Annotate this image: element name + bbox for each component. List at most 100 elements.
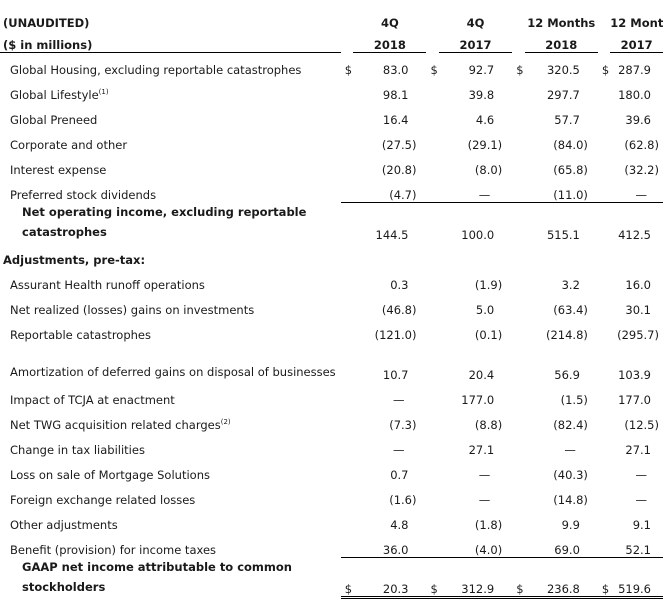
currency-symbol: $: [430, 63, 438, 77]
value-cell: (12.5): [624, 418, 659, 432]
value-cell: —: [478, 468, 491, 482]
currency-symbol: [341, 507, 353, 532]
table-row: Reportable catastrophes (121.0) (0.1) (214.…: [0, 317, 663, 342]
value-cell: (214.8): [545, 328, 588, 342]
row-label-text: Benefit (provision) for income taxes: [10, 543, 217, 557]
value-cell: 39.8: [468, 88, 495, 102]
column-header: 2018: [353, 30, 427, 53]
value-cell: —: [438, 177, 513, 203]
row-label-text: Reportable catastrophes: [10, 328, 151, 342]
table-row: Net TWG acquisition related charges(2) (7…: [0, 407, 663, 432]
value-cell: (0.1): [474, 328, 503, 342]
value-cell: (8.8): [474, 418, 503, 432]
total-label: GAAP net income attributable to common s…: [22, 560, 292, 594]
value-cell: 30.1: [625, 303, 651, 317]
currency-symbol: [341, 482, 353, 507]
value-cell: (63.4): [553, 303, 588, 317]
currency-symbol: [512, 342, 524, 382]
row-label: Global Housing, excluding reportable cat…: [0, 52, 341, 77]
currency-symbol: [341, 267, 353, 292]
currency-symbol: [598, 317, 610, 342]
row-label: Assurant Health runoff operations: [0, 267, 341, 292]
value-cell: 27.1: [625, 443, 651, 457]
header-spacer: [598, 30, 610, 52]
currency-symbol: [426, 457, 438, 482]
header-spacer: [598, 5, 610, 30]
value-cell: 36.0: [353, 532, 427, 558]
table-row: Amortization of deferred gains on dispos…: [0, 342, 663, 382]
column-header: 4Q: [380, 16, 399, 30]
value-cell: 16.0: [625, 278, 651, 292]
table-row: Corporate and other (27.5) (29.1) (84.0) (62…: [0, 127, 663, 152]
currency-symbol: [426, 152, 438, 177]
value-cell: (295.7): [617, 328, 659, 342]
row-label-text: Other adjustments: [10, 518, 118, 532]
row-label: Impact of TCJA at enactment: [0, 382, 341, 407]
column-header: 4Q: [466, 16, 485, 30]
value-cell: 320.5: [546, 63, 580, 77]
value-cell: (14.8): [553, 493, 588, 507]
currency-symbol: $: [597, 557, 611, 599]
currency-symbol: [426, 432, 438, 457]
value-cell: 4.8: [390, 518, 409, 532]
row-label: Loss on sale of Mortgage Solutions: [0, 457, 341, 482]
value-cell: 16.4: [382, 113, 409, 127]
currency-symbol: $: [340, 557, 354, 599]
table-row: Preferred stock dividends (4.7) — (11.0) —: [0, 177, 663, 203]
table-row: Interest expense (20.8) (8.0) (65.8) (32.2): [0, 152, 663, 177]
column-header: 2017: [610, 30, 663, 53]
currency-symbol: [512, 482, 524, 507]
row-label: Net TWG acquisition related charges(2): [0, 407, 341, 432]
header-spacer: [426, 5, 438, 30]
currency-symbol: [598, 152, 610, 177]
currency-symbol: [426, 407, 438, 432]
total-row: GAAP net income attributable to common s…: [0, 557, 663, 599]
value-cell: 236.8: [524, 557, 598, 599]
value-cell: (1.9): [474, 278, 503, 292]
header-spacer: [512, 30, 524, 52]
currency-symbol: [598, 292, 610, 317]
table-row: Foreign exchange related losses (1.6) — (14…: [0, 482, 663, 507]
currency-symbol: [341, 152, 353, 177]
value-cell: 180.0: [618, 88, 651, 102]
row-label-text: Global Housing, excluding reportable cat…: [10, 63, 302, 77]
currency-symbol: [341, 457, 353, 482]
row-label: Preferred stock dividends: [0, 177, 341, 202]
value-cell: (8.0): [474, 163, 503, 177]
footnote-marker: (2): [220, 418, 231, 426]
currency-symbol: [341, 127, 353, 152]
value-cell: 9.9: [561, 518, 580, 532]
value-cell: —: [392, 443, 405, 457]
row-label-text: Interest expense: [10, 163, 107, 177]
value-cell: (7.3): [389, 418, 417, 432]
currency-symbol: [597, 532, 611, 558]
table-row: Impact of TCJA at enactment — 177.0 (1.5) 17…: [0, 382, 663, 407]
value-cell: 5.0: [475, 303, 495, 317]
currency-symbol: [512, 102, 524, 127]
row-label-text: Net TWG acquisition related charges: [10, 418, 221, 432]
value-cell: 0.3: [390, 278, 409, 292]
currency-symbol: $: [344, 63, 353, 77]
currency-symbol: $: [516, 63, 524, 77]
table-row: Assurant Health runoff operations 0.3 (1.9…: [0, 267, 663, 292]
row-label-text: Net realized (losses) gains on investmen…: [10, 303, 255, 317]
value-cell: (20.8): [381, 163, 417, 177]
value-cell: 20.3: [353, 557, 427, 599]
currency-symbol: [598, 77, 610, 102]
subtotal-label: Net operating income, excluding reportab…: [22, 205, 307, 239]
value-cell: 3.2: [561, 278, 580, 292]
header-spacer: [512, 5, 524, 30]
value-cell: 4.6: [475, 113, 495, 127]
currency-symbol: [340, 177, 354, 203]
value-cell: (84.0): [553, 138, 588, 152]
row-label: Corporate and other: [0, 127, 341, 152]
currency-symbol: [426, 292, 438, 317]
value-cell: 20.4: [468, 368, 495, 382]
value-cell: (11.0): [524, 177, 598, 203]
currency-symbol: [426, 267, 438, 292]
currency-symbol: [598, 102, 610, 127]
table-row: Benefit (provision) for income taxes 36.0…: [0, 532, 663, 558]
column-header: 2017: [438, 30, 513, 53]
header-spacer: [341, 30, 353, 52]
